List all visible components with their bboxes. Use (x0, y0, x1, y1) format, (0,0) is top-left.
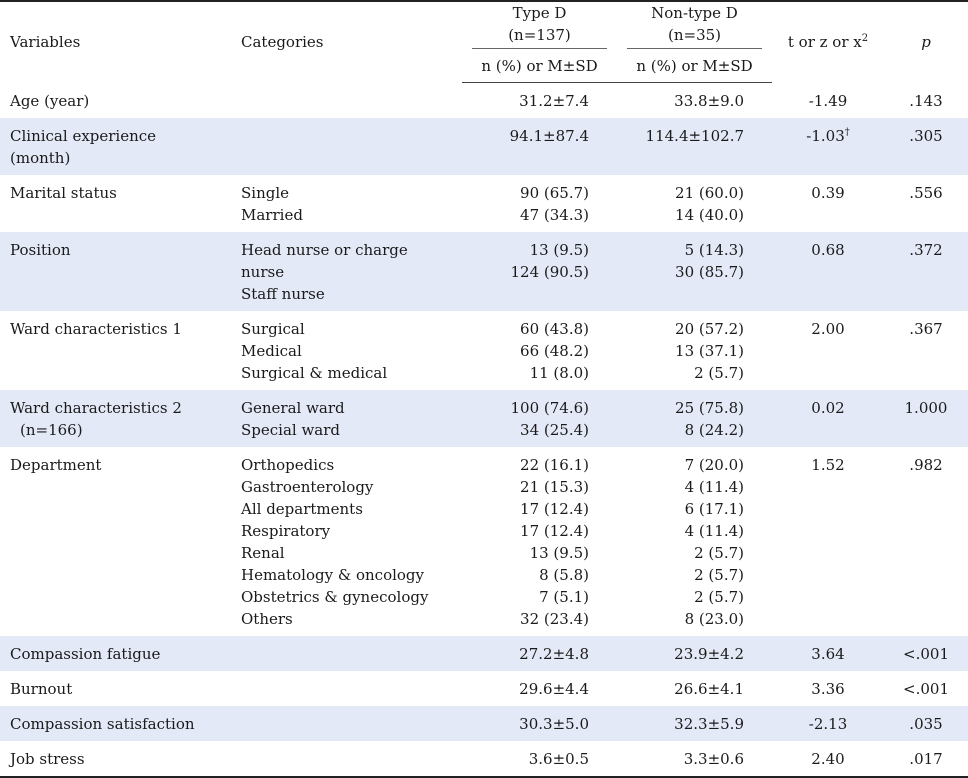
cell-statistic: 1.52 (811, 456, 845, 474)
cell-variable: Job stress (0, 741, 231, 778)
header-type-d: Type D (n=137) (462, 0, 617, 49)
subheader-non-type-d: n (%) or M±SD (617, 49, 772, 83)
cell-type-d: 29.6±4.4 (519, 680, 589, 698)
cell-variable: Burnout (10, 680, 73, 698)
cell-type-d: 30.3±5.0 (462, 706, 617, 741)
cell-non-type-d: 3.3±0.6 (617, 741, 772, 778)
table-row: Compassion satisfaction 30.3±5.0 32.3±5.9-… (0, 706, 968, 741)
header-categories: Categories (231, 0, 462, 83)
cell-categories (231, 636, 462, 671)
cell-type-d: 90 (65.7) 47 (34.3) (520, 184, 589, 224)
table-row: Compassion fatigue 27.2±4.8 23.9±4.2 3.64 <.… (0, 636, 968, 671)
header-p: p (884, 0, 968, 83)
cell-type-d: 100 (74.6) 34 (25.4) (462, 390, 617, 447)
cell-non-type-d: 23.9±4.2 (617, 636, 772, 671)
cell-non-type-d: 26.6±4.1 (674, 680, 744, 698)
cell-non-type-d: 5 (14.3) 30 (85.7) (617, 232, 772, 311)
cell-categories (231, 118, 462, 175)
cell-p-value: .982 (909, 456, 943, 474)
table-row: Clinical experience (month) 94.1±87.4 114.… (0, 118, 968, 175)
cell-p-value: .143 (909, 91, 943, 110)
cell-statistic: 2.40 (772, 741, 884, 778)
table-row: Burnout 29.6±4.4 26.6±4.1 3.36 <.001 (0, 671, 968, 706)
cell-type-d: 27.2±4.8 (462, 636, 617, 671)
cell-categories: Orthopedics Gastroenterology All departmen… (241, 456, 429, 628)
cell-variable: Age (year) (10, 91, 90, 110)
table-row: Ward characteristics 1 Surgical Medical Sur… (0, 311, 968, 390)
cell-variable: Compassion fatigue (0, 636, 231, 671)
cell-categories: Surgical Medical Surgical & medical (241, 320, 388, 382)
table-row: Job stress 3.6±0.5 3.3±0.6 2.40.017 (0, 741, 968, 778)
table-row: Position Head nurse or charge nurse Staff … (0, 232, 968, 311)
header-non-type-d: Non-type D (n=35) (617, 0, 772, 49)
cell-variable: Ward characteristics 2 (n=166) (0, 390, 231, 447)
cell-statistic: -1.03† (772, 118, 884, 175)
cell-statistic: 3.36 (811, 680, 845, 698)
cell-type-d: 31.2±7.4 (519, 92, 589, 110)
cell-non-type-d: 21 (60.0) 14 (40.0) (675, 184, 744, 224)
cell-statistic: 2.00 (811, 320, 845, 338)
cell-p-value: .367 (909, 320, 943, 338)
cell-categories: Head nurse or charge nurse Staff nurse (231, 232, 462, 311)
cell-type-d: 13 (9.5) 124 (90.5) (462, 232, 617, 311)
cell-statistic: 0.02 (772, 390, 884, 447)
cell-statistic: 0.39 (811, 184, 845, 202)
cell-type-d: 94.1±87.4 (462, 118, 617, 175)
cell-statistic: 0.68 (772, 232, 884, 311)
cell-non-type-d: 32.3±5.9 (617, 706, 772, 741)
table-row: Age (year) 31.2±7.4 33.8±9.0 -1.49 .143 (0, 83, 968, 119)
header-statistic: t or z or x2 (772, 0, 884, 83)
cell-p-value: .372 (884, 232, 968, 311)
cell-categories (231, 741, 462, 778)
cell-variable: Ward characteristics 1 (10, 320, 182, 338)
table-row: Marital status Single Married 90 (65.7) 47 (… (0, 175, 968, 232)
cell-statistic: -1.49 (808, 91, 848, 110)
subheader-type-d: n (%) or M±SD (462, 49, 617, 83)
cell-non-type-d: 7 (20.0) 4 (11.4) 6 (17.1) 4 (11.4) 2 (5.7) 2… (684, 456, 744, 628)
cell-variable: Compassion satisfaction (0, 706, 231, 741)
cell-categories (231, 83, 462, 119)
cell-categories (231, 706, 462, 741)
cell-p-value: .556 (909, 184, 943, 202)
cell-statistic: -2.13 (772, 706, 884, 741)
cell-variable: Department (10, 456, 102, 474)
cell-non-type-d: 114.4±102.7 (617, 118, 772, 175)
header-variables: Variables (0, 0, 231, 83)
table-row: Ward characteristics 2 (n=166) General war… (0, 390, 968, 447)
cell-p-value: .305 (884, 118, 968, 175)
cell-non-type-d: 25 (75.8) 8 (24.2) (617, 390, 772, 447)
cell-statistic: 3.64 (772, 636, 884, 671)
cell-p-value: <.001 (903, 680, 949, 698)
table-body: Age (year) 31.2±7.4 33.8±9.0 -1.49 .143 Clini… (0, 83, 968, 778)
cell-p-value: <.001 (884, 636, 968, 671)
cell-variable: Clinical experience (month) (0, 118, 231, 175)
cell-categories (231, 671, 462, 706)
cell-variable: Position (0, 232, 231, 311)
cell-type-d: 22 (16.1) 21 (15.3) 17 (12.4) 17 (12.4) 13 (… (520, 456, 589, 628)
cell-non-type-d: 20 (57.2) 13 (37.1) 2 (5.7) (675, 320, 744, 382)
cell-categories: Single Married (241, 184, 303, 224)
cell-p-value: 1.000 (884, 390, 968, 447)
cell-non-type-d: 33.8±9.0 (674, 92, 744, 110)
cell-p-value: .017 (884, 741, 968, 778)
cell-p-value: .035 (884, 706, 968, 741)
table-row: Department Orthopedics Gastroenterology All… (0, 447, 968, 636)
cell-variable: Marital status (10, 184, 117, 202)
cell-categories: General ward Special ward (231, 390, 462, 447)
cell-type-d: 3.6±0.5 (462, 741, 617, 778)
cell-type-d: 60 (43.8) 66 (48.2) 11 (8.0) (520, 320, 589, 382)
